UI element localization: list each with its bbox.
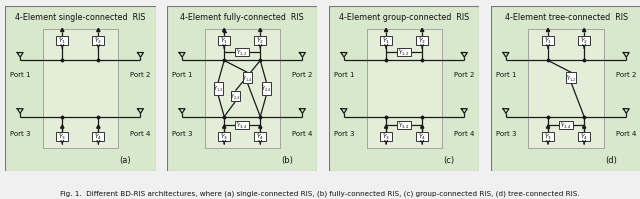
Text: $\hat{Y}_3$: $\hat{Y}_3$ (58, 131, 67, 142)
Bar (205, 29, 280, 148)
Text: $\hat{Y}_2$: $\hat{Y}_2$ (256, 35, 264, 46)
Text: $\hat{Y}_{1,4}$: $\hat{Y}_{1,4}$ (242, 73, 253, 83)
Text: $\hat{Y}_1$: $\hat{Y}_1$ (220, 35, 228, 46)
Bar (56, 36, 68, 45)
Text: $\hat{Y}_2$: $\hat{Y}_2$ (418, 35, 426, 46)
Text: $\hat{Y}_4$: $\hat{Y}_4$ (256, 131, 264, 142)
Text: Port 4: Port 4 (131, 132, 150, 138)
Text: (a): (a) (120, 156, 131, 165)
Text: $\hat{Y}_4$: $\hat{Y}_4$ (580, 131, 588, 142)
Text: 4-Element group-connected  RIS: 4-Element group-connected RIS (339, 13, 469, 21)
Polygon shape (259, 28, 262, 32)
Text: $\hat{Y}_1$: $\hat{Y}_1$ (544, 35, 552, 46)
Text: $\hat{Y}_{3,4}$: $\hat{Y}_{3,4}$ (560, 120, 572, 130)
Text: $\hat{Y}_4$: $\hat{Y}_4$ (94, 131, 102, 142)
Polygon shape (259, 125, 262, 128)
Bar (254, 132, 266, 141)
Text: Port 3: Port 3 (172, 132, 193, 138)
Polygon shape (61, 125, 64, 128)
Bar (218, 132, 230, 141)
Polygon shape (97, 28, 100, 32)
Text: (c): (c) (444, 156, 455, 165)
Polygon shape (223, 125, 226, 128)
Bar (43, 29, 118, 148)
Bar (397, 48, 412, 56)
Polygon shape (223, 28, 226, 32)
Text: $\hat{Y}_1$: $\hat{Y}_1$ (58, 35, 67, 46)
Text: Port 2: Port 2 (454, 72, 474, 78)
Polygon shape (420, 125, 424, 128)
Bar (416, 36, 428, 45)
Text: Fig. 1.  Different BD-RIS architectures, where (a) single-connected RIS, (b) ful: Fig. 1. Different BD-RIS architectures, … (60, 190, 580, 197)
Text: Port 1: Port 1 (172, 72, 193, 78)
Polygon shape (420, 28, 424, 32)
Text: $\hat{Y}_4$: $\hat{Y}_4$ (418, 131, 426, 142)
Text: Port 2: Port 2 (616, 72, 636, 78)
Text: 4-Element tree-connected  RIS: 4-Element tree-connected RIS (504, 13, 628, 21)
Bar (559, 121, 573, 129)
Bar (578, 132, 590, 141)
Text: $\hat{Y}_{3,4}$: $\hat{Y}_{3,4}$ (236, 120, 248, 130)
Polygon shape (582, 28, 586, 32)
Bar (218, 36, 230, 45)
Text: Port 4: Port 4 (454, 132, 474, 138)
Text: (b): (b) (282, 156, 293, 165)
Text: Port 4: Port 4 (616, 132, 636, 138)
Text: $\hat{Y}_{1,2}$: $\hat{Y}_{1,2}$ (566, 73, 577, 83)
Polygon shape (547, 28, 550, 32)
Text: $\hat{Y}_{1,2}$: $\hat{Y}_{1,2}$ (237, 47, 248, 57)
Text: Port 3: Port 3 (10, 132, 31, 138)
Text: $\hat{Y}_{1,2}$: $\hat{Y}_{1,2}$ (399, 47, 410, 57)
Bar (397, 121, 412, 129)
Bar (235, 48, 250, 56)
Bar (92, 36, 104, 45)
Polygon shape (582, 125, 586, 128)
Polygon shape (385, 28, 388, 32)
Bar (416, 132, 428, 141)
Bar (56, 132, 68, 141)
Bar (254, 36, 266, 45)
Bar (214, 82, 223, 95)
Bar (380, 132, 392, 141)
Text: 4-Element fully-connected  RIS: 4-Element fully-connected RIS (180, 13, 304, 21)
Text: Port 3: Port 3 (495, 132, 516, 138)
Text: $\hat{Y}_3$: $\hat{Y}_3$ (220, 131, 228, 142)
Text: Port 1: Port 1 (333, 72, 355, 78)
Text: Port 4: Port 4 (292, 132, 312, 138)
Bar (542, 36, 554, 45)
Text: Port 1: Port 1 (10, 72, 31, 78)
Text: $\hat{Y}_{1,3}$: $\hat{Y}_{1,3}$ (212, 84, 223, 94)
Bar (542, 132, 554, 141)
Polygon shape (61, 28, 64, 32)
Text: $\hat{Y}_{2,4}$: $\hat{Y}_{2,4}$ (261, 84, 272, 94)
Text: $\hat{Y}_3$: $\hat{Y}_3$ (382, 131, 390, 142)
Text: $\hat{Y}_{2,3}$: $\hat{Y}_{2,3}$ (230, 91, 241, 101)
Bar (230, 91, 241, 101)
Bar (243, 72, 252, 83)
Bar (235, 121, 250, 129)
Text: $\hat{Y}_{3,4}$: $\hat{Y}_{3,4}$ (398, 120, 410, 130)
Text: Port 2: Port 2 (131, 72, 150, 78)
Text: Port 3: Port 3 (333, 132, 355, 138)
Bar (367, 29, 442, 148)
Text: $\hat{Y}_2$: $\hat{Y}_2$ (94, 35, 102, 46)
Text: $\hat{Y}_1$: $\hat{Y}_1$ (382, 35, 390, 46)
Polygon shape (97, 125, 100, 128)
Text: Port 2: Port 2 (292, 72, 312, 78)
Bar (262, 82, 271, 95)
Polygon shape (385, 125, 388, 128)
Text: $\hat{Y}_3$: $\hat{Y}_3$ (544, 131, 552, 142)
Bar (380, 36, 392, 45)
Text: (d): (d) (605, 156, 617, 165)
Polygon shape (547, 125, 550, 128)
Text: 4-Element single-connected  RIS: 4-Element single-connected RIS (15, 13, 145, 21)
Text: $\hat{Y}_2$: $\hat{Y}_2$ (580, 35, 588, 46)
Bar (92, 132, 104, 141)
Text: Port 1: Port 1 (495, 72, 516, 78)
Bar (578, 36, 590, 45)
Bar (529, 29, 604, 148)
Bar (566, 72, 576, 83)
